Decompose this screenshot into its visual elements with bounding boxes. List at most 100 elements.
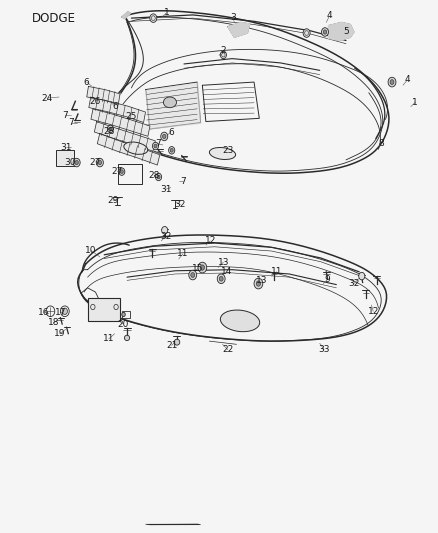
Polygon shape (87, 86, 120, 104)
Text: 1: 1 (412, 98, 418, 107)
Circle shape (73, 158, 80, 167)
Text: 27: 27 (112, 167, 123, 176)
Text: DODGE: DODGE (32, 12, 75, 25)
Text: 32: 32 (175, 200, 186, 209)
Circle shape (169, 147, 175, 154)
Circle shape (162, 134, 166, 139)
Text: 32: 32 (160, 232, 171, 241)
Text: 28: 28 (148, 172, 160, 180)
Polygon shape (328, 22, 354, 41)
Polygon shape (89, 97, 145, 123)
Circle shape (189, 270, 197, 280)
Ellipse shape (209, 148, 236, 159)
Circle shape (191, 273, 195, 278)
Text: 4: 4 (405, 76, 410, 84)
Polygon shape (122, 12, 131, 19)
Circle shape (62, 308, 67, 314)
Text: 7: 7 (180, 177, 186, 185)
Circle shape (150, 14, 157, 22)
Circle shape (75, 160, 78, 165)
Ellipse shape (220, 310, 260, 332)
Text: 7: 7 (155, 140, 161, 148)
Text: 33: 33 (318, 345, 330, 354)
Circle shape (390, 79, 394, 84)
Text: 15: 15 (192, 264, 204, 273)
Text: 6: 6 (84, 78, 90, 86)
Circle shape (162, 227, 168, 234)
Bar (56, 150, 74, 166)
Polygon shape (97, 133, 160, 165)
Text: 12: 12 (205, 237, 216, 245)
Circle shape (170, 149, 173, 152)
Text: 20: 20 (118, 320, 129, 328)
Circle shape (154, 144, 157, 148)
Polygon shape (228, 22, 250, 37)
Circle shape (122, 312, 125, 317)
Text: 7: 7 (68, 118, 74, 127)
Circle shape (219, 276, 223, 281)
Circle shape (152, 142, 159, 150)
Ellipse shape (124, 335, 130, 341)
Circle shape (96, 158, 103, 167)
Text: 13: 13 (256, 276, 268, 285)
Circle shape (303, 29, 310, 37)
Text: 11: 11 (177, 249, 189, 258)
Circle shape (321, 28, 328, 36)
Text: 9: 9 (325, 275, 331, 284)
Circle shape (98, 160, 102, 165)
Text: 17: 17 (55, 308, 66, 317)
Text: 8: 8 (378, 140, 384, 148)
Circle shape (161, 132, 168, 141)
Bar (88, 298, 120, 321)
Text: 6: 6 (112, 102, 118, 111)
Text: 19: 19 (54, 329, 65, 338)
Text: 5: 5 (343, 28, 349, 36)
Circle shape (388, 77, 396, 87)
Text: 26: 26 (90, 97, 101, 106)
Circle shape (119, 168, 125, 175)
Circle shape (107, 125, 113, 133)
Polygon shape (91, 109, 150, 136)
Text: 25: 25 (126, 112, 137, 120)
Text: 3: 3 (230, 13, 236, 21)
Text: 16: 16 (38, 308, 49, 317)
Text: 28: 28 (103, 127, 114, 135)
Polygon shape (94, 122, 155, 151)
Text: 14: 14 (221, 268, 233, 276)
Text: 10: 10 (85, 246, 97, 255)
Text: 13: 13 (218, 258, 229, 266)
Circle shape (220, 51, 226, 59)
Text: 27: 27 (90, 158, 101, 166)
Text: 29: 29 (107, 196, 119, 205)
Text: 31: 31 (160, 185, 171, 193)
Text: 11: 11 (271, 268, 283, 276)
Ellipse shape (163, 97, 177, 108)
Circle shape (323, 30, 327, 34)
Circle shape (198, 262, 207, 273)
Text: 23: 23 (222, 146, 233, 155)
Polygon shape (145, 83, 201, 129)
Circle shape (200, 265, 205, 270)
Text: 2: 2 (221, 46, 226, 54)
Circle shape (254, 278, 263, 289)
Text: 24: 24 (42, 94, 53, 102)
Circle shape (359, 272, 365, 280)
Text: 21: 21 (166, 341, 177, 350)
Text: 22: 22 (222, 345, 233, 354)
Text: 1: 1 (163, 9, 170, 17)
Text: 30: 30 (64, 158, 76, 166)
Text: 12: 12 (367, 307, 379, 316)
Circle shape (155, 173, 162, 181)
Text: 4: 4 (327, 12, 332, 20)
Text: 18: 18 (48, 319, 59, 327)
Text: 11: 11 (103, 335, 114, 343)
Bar (118, 164, 142, 184)
Circle shape (217, 274, 225, 284)
Bar (122, 311, 130, 318)
Ellipse shape (174, 340, 180, 345)
Text: 6: 6 (168, 128, 174, 136)
Circle shape (256, 281, 261, 286)
Circle shape (109, 127, 112, 131)
Text: 31: 31 (60, 143, 71, 151)
Circle shape (157, 175, 160, 179)
